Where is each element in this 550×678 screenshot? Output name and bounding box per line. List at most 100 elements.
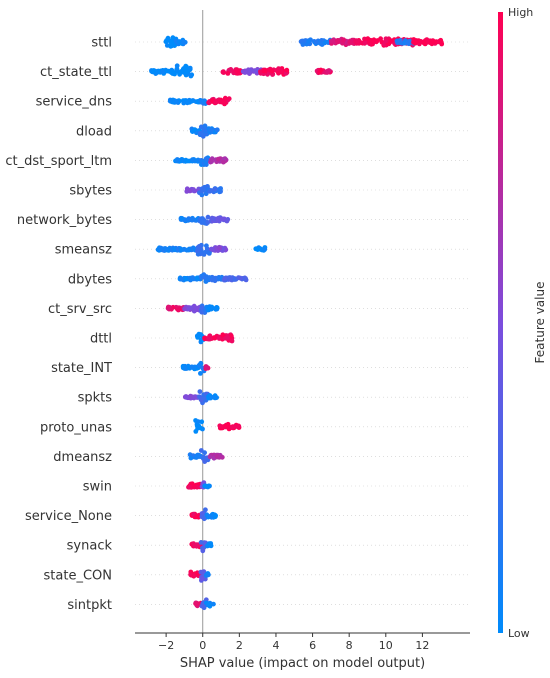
shap-point	[217, 454, 223, 460]
shap-point	[216, 156, 221, 162]
shap-point	[199, 192, 205, 198]
shap-point	[306, 39, 312, 44]
shap-point	[183, 64, 189, 70]
shap-point	[318, 41, 323, 46]
shap-point	[341, 37, 346, 43]
shap-point	[375, 38, 380, 43]
shap-point	[197, 130, 203, 136]
feature-label: state_INT	[51, 361, 112, 376]
shap-point	[220, 159, 226, 165]
shap-point	[176, 39, 182, 44]
shap-point	[396, 39, 402, 45]
shap-point	[418, 39, 424, 44]
shap-point	[206, 336, 212, 342]
shap-point	[179, 276, 184, 282]
shap-point	[193, 429, 199, 434]
shap-point	[174, 158, 180, 164]
shap-point	[220, 332, 226, 338]
shap-point	[252, 68, 258, 74]
shap-point	[205, 572, 211, 578]
shap-point	[160, 69, 165, 75]
shap-point	[200, 133, 206, 139]
shap-point	[194, 453, 200, 459]
x-tick-label: 2	[236, 639, 243, 652]
shap-point	[236, 423, 242, 429]
shap-point	[269, 68, 275, 74]
shap-point	[255, 247, 261, 253]
shap-point	[247, 70, 253, 76]
shap-point	[208, 157, 214, 163]
shap-point	[211, 335, 217, 341]
shap-points	[149, 35, 445, 611]
shap-point	[200, 548, 206, 554]
shap-point	[191, 484, 197, 490]
shap-point	[278, 69, 284, 75]
shap-point	[192, 127, 198, 132]
x-axis: −2 0 2 4 6 8 10 12	[135, 632, 470, 652]
shap-point	[201, 252, 207, 257]
feature-label: swin	[83, 480, 112, 495]
shap-point	[163, 246, 168, 252]
shap-point	[198, 371, 203, 376]
shap-point	[185, 99, 191, 105]
feature-label: dbytes	[68, 272, 112, 287]
shap-point	[370, 38, 376, 44]
shap-point	[166, 304, 171, 310]
feature-label: sttl	[91, 36, 112, 51]
shap-point	[217, 245, 223, 251]
shap-point	[206, 602, 212, 607]
shap-point	[217, 423, 223, 429]
shap-point	[179, 216, 185, 221]
shap-point	[206, 483, 212, 489]
shap-point	[177, 70, 182, 76]
x-tick-label: 8	[346, 639, 353, 652]
x-tick-label: 10	[379, 639, 393, 652]
feature-label: sintpkt	[67, 598, 112, 613]
shap-point	[196, 244, 202, 249]
shap-point	[208, 395, 214, 401]
shap-point	[284, 67, 290, 73]
feature-label: state_CON	[44, 568, 112, 583]
shap-point	[414, 38, 419, 44]
shap-point	[214, 127, 220, 133]
colorbar-title: Feature value	[533, 282, 547, 364]
colorbar-high-label: High	[508, 6, 533, 19]
shap-point	[194, 423, 200, 429]
shap-point	[202, 450, 208, 456]
feature-label: dmeansz	[53, 450, 112, 465]
shap-point	[355, 38, 360, 44]
feature-label: ct_state_ttl	[40, 65, 112, 80]
shap-point	[193, 601, 199, 607]
shap-point	[258, 69, 263, 74]
shap-point	[178, 247, 184, 252]
shap-point	[187, 65, 193, 71]
feature-label: smeansz	[55, 243, 112, 258]
shap-point	[188, 98, 194, 104]
shap-point	[202, 99, 208, 105]
shap-point	[205, 220, 211, 225]
shap-point	[262, 246, 268, 252]
shap-point	[362, 40, 368, 46]
shap-point	[225, 335, 231, 340]
shap-point	[438, 39, 443, 44]
shap-point	[224, 218, 230, 224]
shap-point	[184, 247, 190, 253]
shap-point	[225, 71, 231, 76]
shap-point	[158, 246, 164, 251]
shap-point	[212, 186, 218, 192]
feature-label: synack	[67, 539, 113, 554]
shap-point	[201, 569, 207, 574]
shap-point	[221, 70, 227, 75]
x-tick-label: 0	[199, 639, 206, 652]
shap-point	[238, 275, 243, 281]
shap-point	[205, 365, 210, 371]
colorbar-gradient	[498, 12, 503, 633]
shap-point	[188, 305, 194, 311]
shap-point	[181, 100, 187, 106]
feature-label: service_dns	[36, 95, 113, 110]
shap-point	[199, 220, 205, 225]
shap-point	[199, 576, 205, 582]
feature-label: spkts	[78, 391, 113, 406]
